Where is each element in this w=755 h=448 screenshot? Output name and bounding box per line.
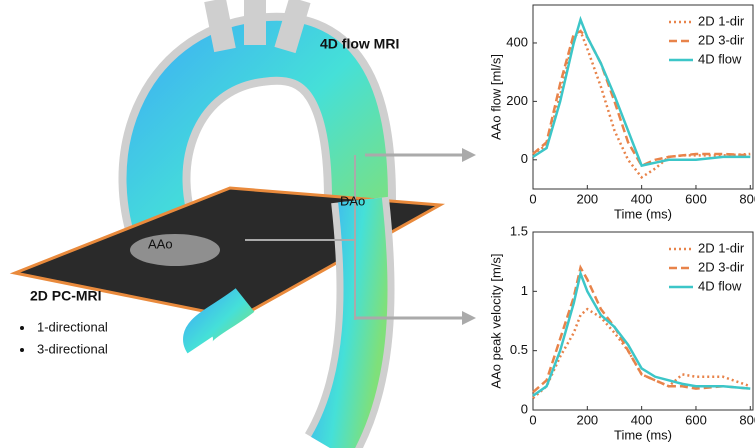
vessel-label: DAo <box>340 193 365 208</box>
y-tick-label: 0.5 <box>510 342 528 357</box>
plane-title: 2D PC-MRI <box>30 288 102 304</box>
legend-label: 4D flow <box>698 51 742 66</box>
x-tick-label: 0 <box>529 191 536 206</box>
x-tick-label: 600 <box>685 412 707 427</box>
bullet <box>20 348 24 352</box>
figure: 4D flow MRI DAo AAo 2D PC-MRI 1-directio… <box>0 0 755 448</box>
x-axis-label: Time (ms) <box>614 206 672 221</box>
aao-section <box>130 234 220 266</box>
legend-label: 2D 3-dir <box>698 259 745 274</box>
legend-label: 4D flow <box>698 278 742 293</box>
x-tick-label: 200 <box>576 191 598 206</box>
legend-label: 2D 1-dir <box>698 240 745 255</box>
bullet-text: 3-directional <box>37 341 108 356</box>
x-tick-label: 200 <box>576 412 598 427</box>
y-axis-label: AAo flow [ml/s] <box>488 54 503 140</box>
y-tick-label: 0 <box>521 401 528 416</box>
x-axis-label: Time (ms) <box>614 427 672 442</box>
bullet <box>20 326 24 330</box>
aorta-illustration: 4D flow MRI DAo AAo 2D PC-MRI 1-directio… <box>15 0 476 448</box>
bullet-text: 1-directional <box>37 319 108 334</box>
y-axis-label: AAo peak velocity [m/s] <box>488 253 503 388</box>
y-tick-label: 200 <box>506 93 528 108</box>
x-tick-label: 400 <box>631 191 653 206</box>
y-tick-label: 0 <box>521 151 528 166</box>
x-tick-label: 400 <box>631 412 653 427</box>
vessel-label: AAo <box>148 236 173 251</box>
y-tick-label: 400 <box>506 34 528 49</box>
legend-label: 2D 3-dir <box>698 32 745 47</box>
illustration-title: 4D flow MRI <box>320 36 399 52</box>
branch-vessels <box>215 0 300 50</box>
arrow-head <box>462 148 476 162</box>
x-tick-label: 0 <box>529 412 536 427</box>
y-tick-label: 1 <box>521 283 528 298</box>
arrow-head <box>462 311 476 325</box>
legend-label: 2D 1-dir <box>698 13 745 28</box>
x-tick-label: 600 <box>685 191 707 206</box>
x-tick-label: 800 <box>739 412 755 427</box>
y-tick-label: 1.5 <box>510 223 528 238</box>
x-tick-label: 800 <box>739 191 755 206</box>
